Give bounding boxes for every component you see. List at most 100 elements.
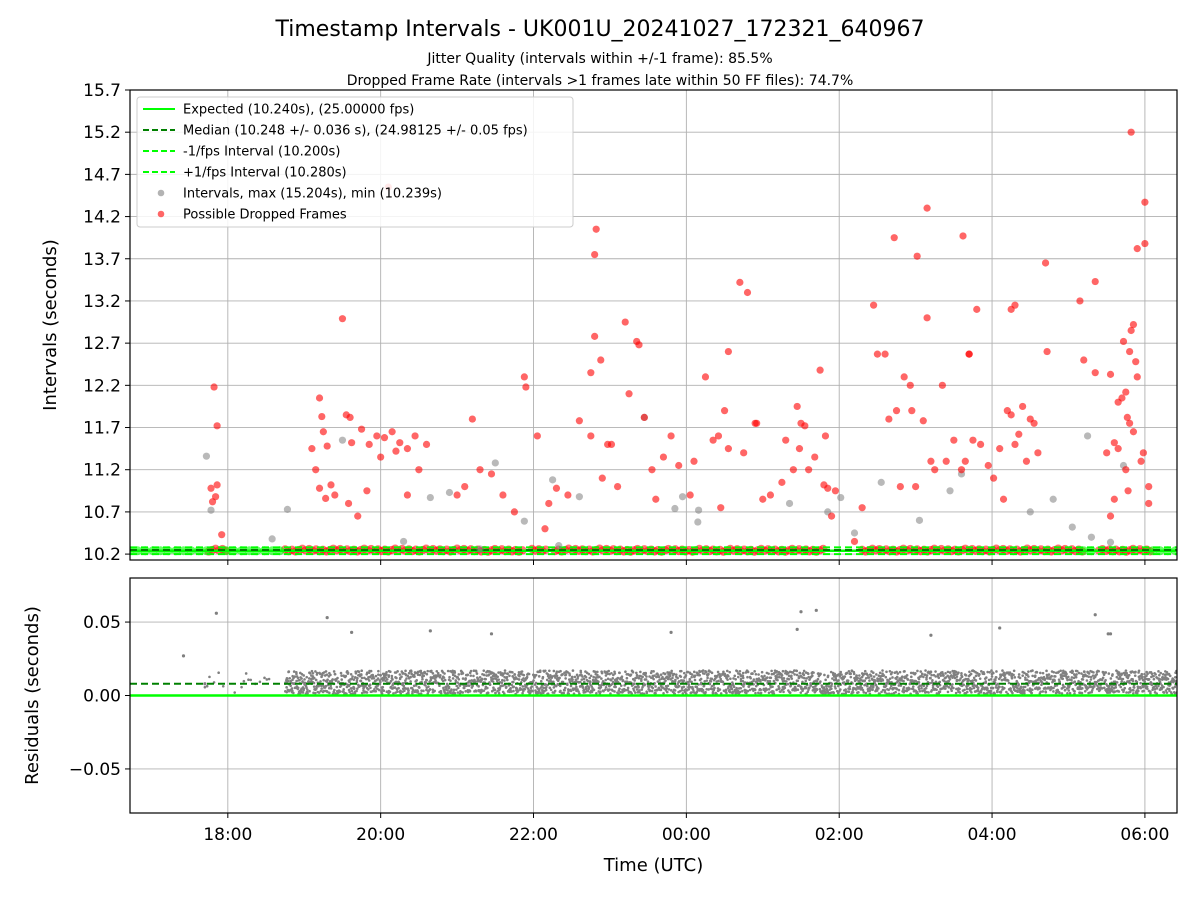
residual-point — [705, 670, 708, 674]
residual-point — [564, 673, 568, 676]
residual-point — [455, 684, 459, 688]
residual-point — [1128, 686, 1132, 690]
residual-point — [656, 680, 660, 683]
residual-point — [320, 687, 323, 690]
residual-point — [990, 675, 994, 678]
residual-point — [668, 674, 672, 678]
residual-point — [491, 680, 495, 683]
residual-point — [701, 669, 705, 672]
residual-point — [1078, 684, 1082, 687]
residual-point — [365, 691, 369, 694]
residual-point — [267, 677, 271, 681]
residual-point — [639, 670, 642, 674]
residual-point — [389, 670, 392, 674]
residual-point — [976, 686, 980, 689]
interval-point — [338, 436, 347, 444]
residual-point — [374, 689, 378, 693]
residual-point — [902, 686, 906, 689]
residual-point — [654, 691, 657, 695]
dropped-frame-point — [709, 436, 717, 444]
residual-point — [425, 672, 429, 676]
residual-point — [956, 678, 959, 682]
legend-label: Expected (10.240s), (25.00000 fps) — [183, 103, 414, 118]
residual-point — [725, 691, 728, 695]
residual-point — [295, 670, 298, 674]
residual-outlier-point — [350, 630, 354, 634]
residual-point — [1149, 690, 1152, 693]
residual-point — [792, 669, 796, 672]
residual-point — [590, 690, 594, 694]
residual-point — [350, 689, 354, 693]
residual-point — [396, 670, 399, 673]
residual-point — [716, 670, 720, 674]
residual-point — [1070, 678, 1073, 682]
residual-point — [319, 672, 322, 676]
residual-point — [333, 672, 337, 676]
residual-point — [452, 688, 456, 692]
residual-point — [1021, 674, 1024, 677]
residual-point — [816, 677, 820, 681]
residual-point — [677, 680, 681, 683]
residual-point — [920, 686, 923, 690]
plot-frame — [129, 577, 1178, 814]
residual-point — [482, 669, 486, 672]
residual-point — [835, 689, 839, 693]
residual-point — [728, 670, 732, 674]
residual-point — [1018, 676, 1022, 680]
residual-point — [871, 686, 875, 689]
residual-point — [531, 689, 534, 693]
residual-point — [989, 686, 993, 690]
residual-point — [895, 677, 898, 681]
residual-point — [394, 680, 398, 684]
dropped-frame-point — [396, 439, 404, 447]
dropped-frame-point — [1076, 297, 1084, 305]
residual-point — [513, 673, 516, 676]
residual-point — [537, 675, 541, 678]
residual-point — [1059, 669, 1063, 673]
residual-point — [364, 677, 368, 681]
residual-point — [815, 680, 819, 683]
residual-point — [409, 675, 412, 679]
residual-point — [783, 686, 787, 690]
residual-point — [426, 692, 430, 695]
residual-point — [748, 688, 752, 692]
residual-point — [456, 675, 460, 679]
residual-point — [1039, 690, 1042, 694]
dropped-frame-point — [778, 478, 786, 486]
residual-point — [1067, 685, 1071, 688]
residual-point — [661, 675, 664, 679]
residual-point — [337, 680, 340, 683]
residual-point — [964, 674, 968, 677]
residual-point — [548, 686, 552, 690]
residual-point — [621, 678, 625, 682]
residual-point — [593, 670, 597, 674]
dropped-frame-point — [592, 225, 600, 233]
residual-point — [864, 676, 868, 680]
residual-point — [924, 686, 928, 690]
residual-point — [1157, 670, 1160, 673]
dropped-frame-point — [1122, 388, 1130, 396]
dropped-frame-point — [816, 366, 824, 374]
residual-point — [1039, 671, 1042, 675]
residual-point — [521, 691, 524, 695]
residual-point — [428, 688, 432, 691]
residual-point — [645, 675, 648, 678]
residual-point — [626, 686, 630, 690]
residual-point — [1040, 681, 1044, 685]
residual-point — [298, 678, 301, 682]
dropped-frame-point — [714, 432, 723, 440]
residual-point — [314, 678, 318, 682]
residual-point — [420, 672, 424, 675]
residual-point — [829, 670, 833, 674]
legend-marker — [157, 189, 165, 197]
residual-point — [404, 669, 407, 673]
residual-point — [314, 670, 317, 673]
residual-point — [582, 680, 586, 684]
residual-point — [525, 675, 529, 679]
residual-point — [906, 677, 909, 681]
dropped-frame-point — [690, 457, 698, 465]
residual-point — [640, 679, 643, 683]
residual-point — [344, 674, 348, 678]
residual-point — [728, 690, 732, 694]
